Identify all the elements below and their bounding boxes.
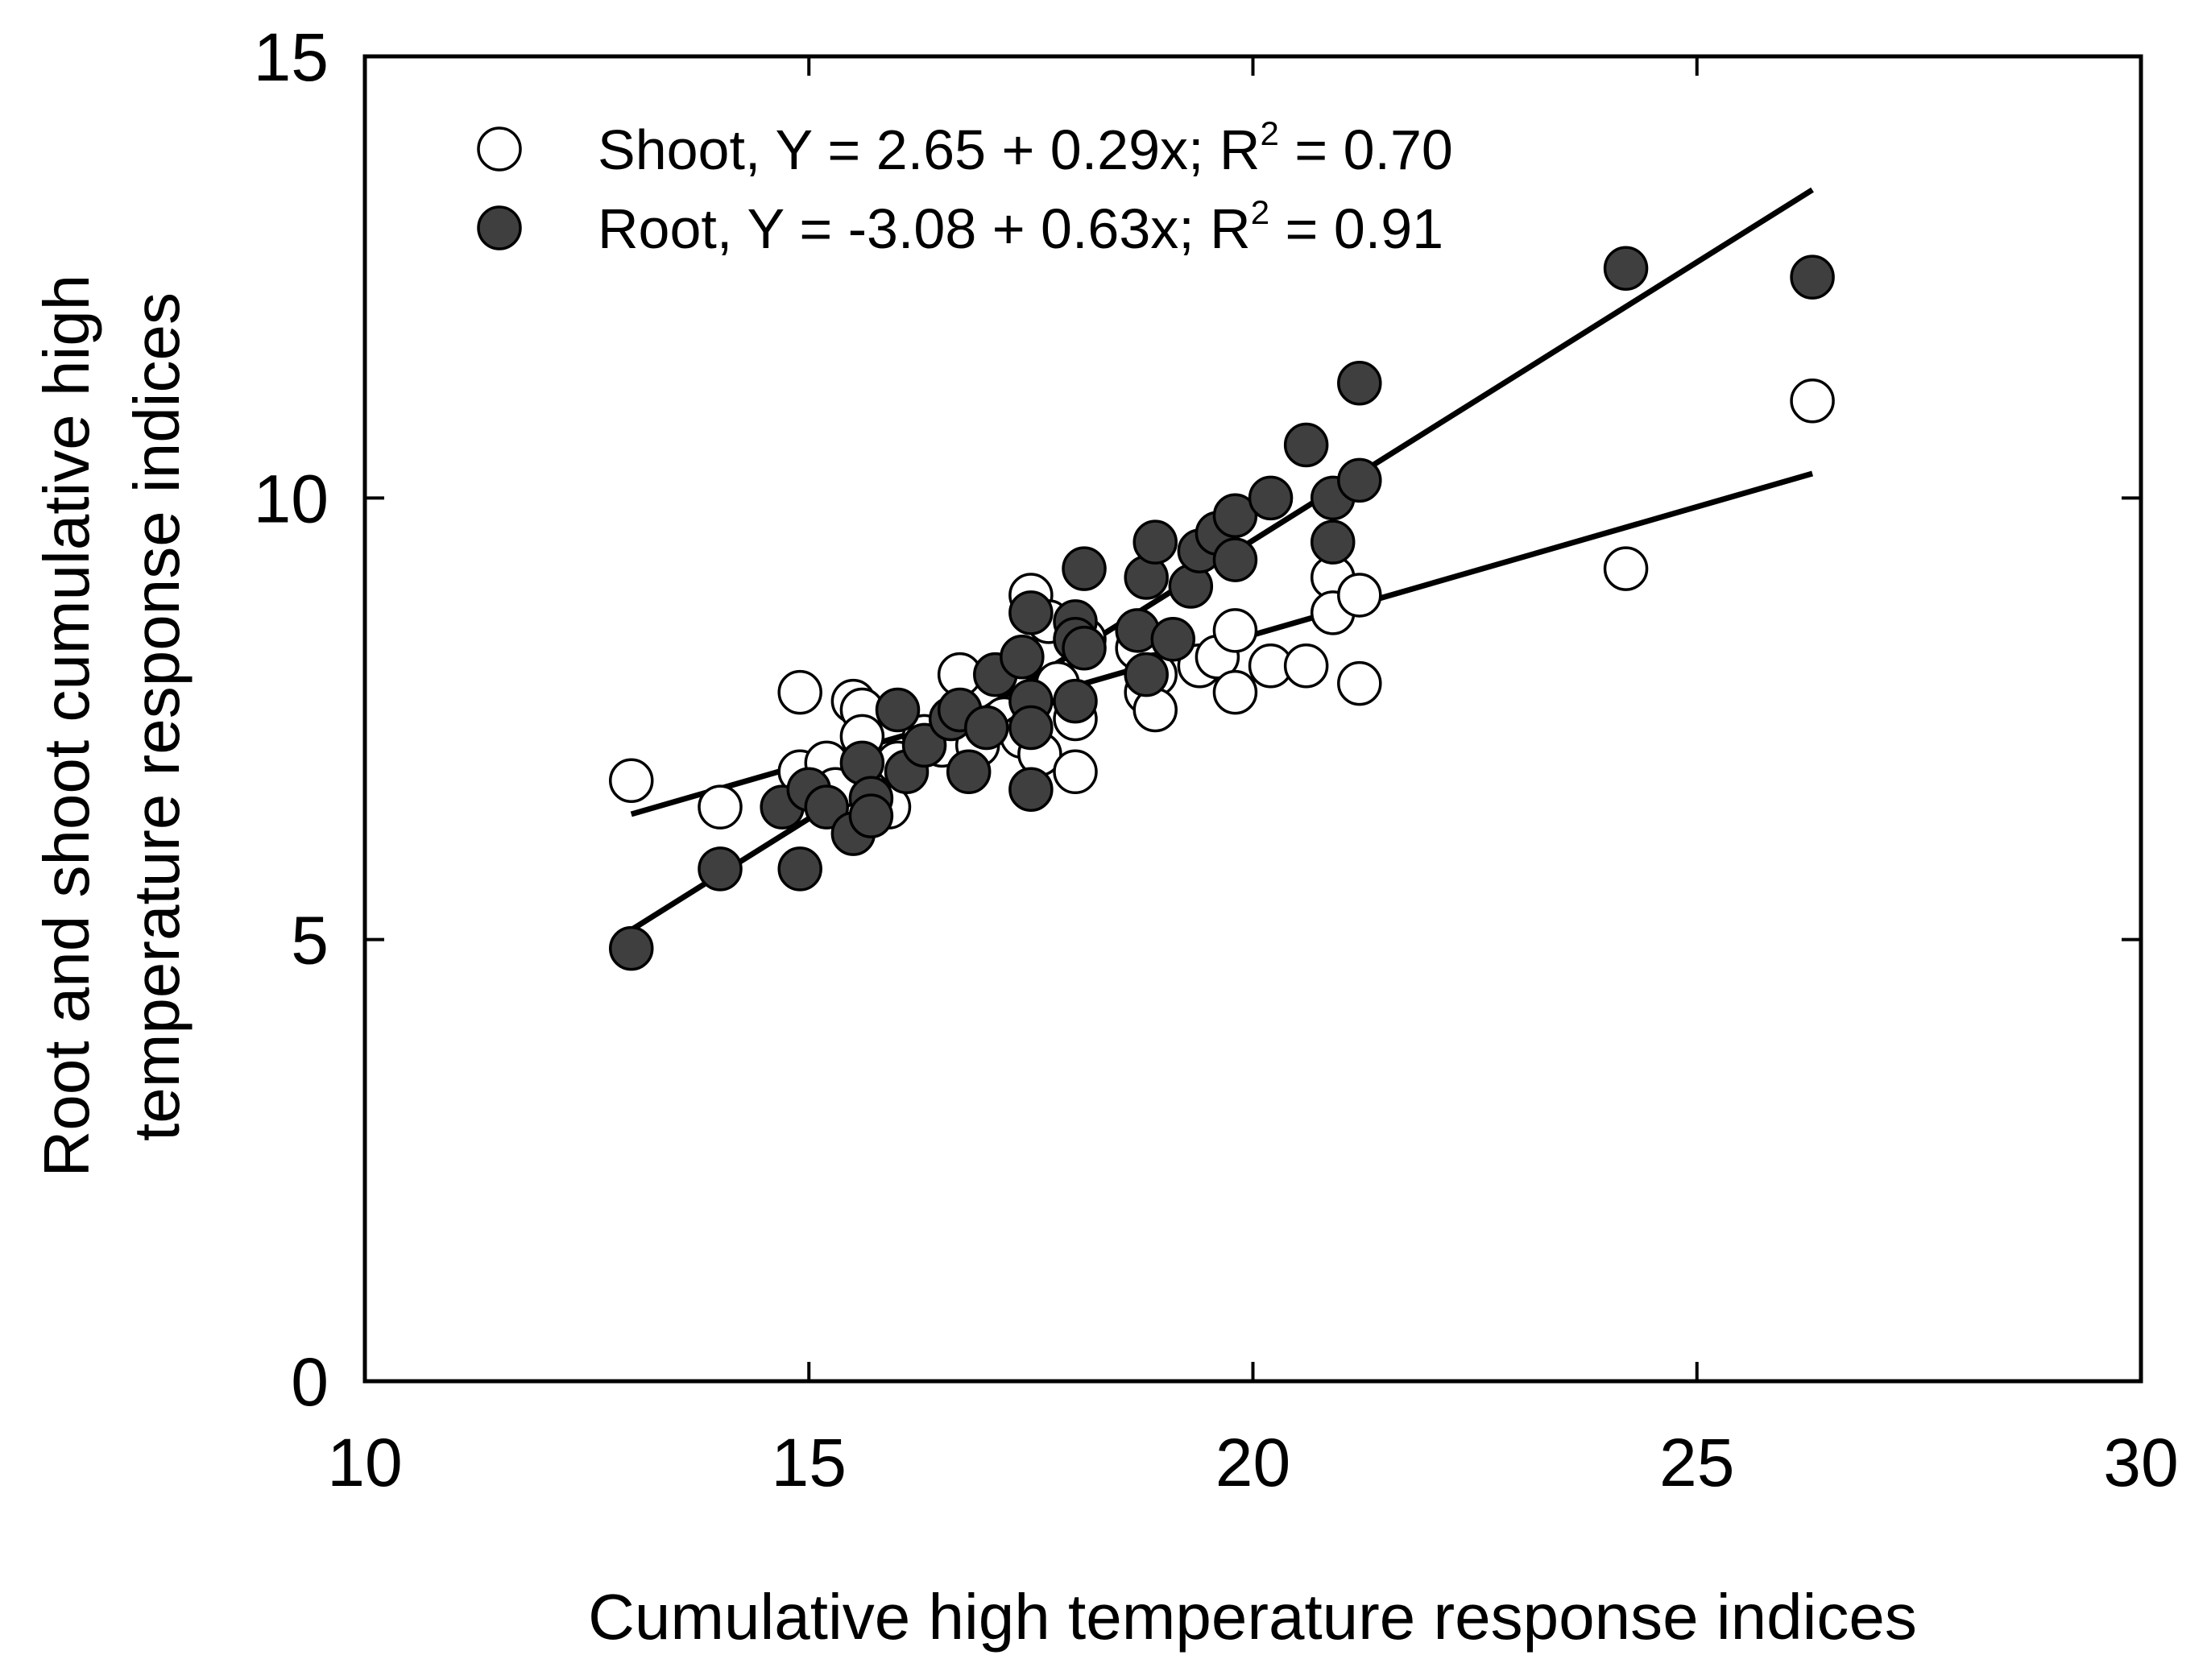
shoot-point [777,669,822,715]
data-points [609,246,1835,971]
x-tick-label: 15 [772,1425,847,1500]
x-tick-label: 20 [1215,1425,1290,1500]
shoot-point [609,758,654,804]
root-point [1062,546,1107,591]
shoot-point [1212,608,1258,653]
shoot-point [1790,378,1835,424]
root-point [901,722,947,768]
shoot-point [1212,669,1258,715]
shoot-legend-label: Shoot, Y = 2.65 + 0.29x; R2 = 0.70 [598,114,1453,181]
root-point [1283,422,1329,468]
y-axis-title-line-2: temperature response indices [121,292,193,1141]
legend: Shoot, Y = 2.65 + 0.29x; R2 = 0.70Root, … [477,114,1453,260]
root-point [1212,493,1258,539]
root-point [1337,457,1382,503]
x-axis-title: Cumulative high temperature response ind… [588,1581,1917,1653]
root-point [1248,475,1294,521]
shoot-point [1603,546,1649,591]
root-point [1212,537,1258,582]
shoot-series [609,378,1835,830]
x-tick-label: 10 [327,1425,402,1500]
root-series [609,246,1835,971]
root-point [1008,705,1054,751]
root-point [1132,519,1178,565]
root-point [1008,590,1054,635]
legend-r2-value: = 0.70 [1279,118,1453,181]
root-point [609,925,654,971]
root-point [698,846,743,892]
root-point [1008,767,1054,812]
root-point [1150,617,1196,662]
legend-equation: Root, Y = -3.08 + 0.63x; R [598,197,1251,260]
shoot-point [1053,749,1098,795]
root-point [946,749,992,795]
legend-equation: Shoot, Y = 2.65 + 0.29x; R [598,118,1260,181]
legend-superscript: 2 [1260,114,1278,152]
shoot-point [698,784,743,830]
x-tick-label: 30 [2103,1425,2178,1500]
shoot-point [1283,643,1329,689]
y-tick-label: 0 [291,1344,329,1420]
y-axis-title-line-1: Root and shoot cumulative high [31,275,102,1177]
y-tick-label: 5 [291,903,329,979]
y-tick-label: 15 [254,19,329,95]
root-legend-marker [477,205,522,250]
root-point [1062,626,1107,671]
root-point [875,687,921,733]
root-point [1790,254,1835,300]
shoot-legend-marker [477,126,522,172]
y-axis-title: Root and shoot cumulative high temperatu… [31,257,193,1177]
root-point [964,705,1009,751]
root-point [777,846,822,892]
root-point [1337,361,1382,406]
root-point [1603,246,1649,291]
shoot-point [1337,660,1382,706]
root-point [1124,652,1169,697]
root-point [1310,519,1356,565]
y-tick-label: 10 [254,461,329,536]
legend-superscript: 2 [1251,193,1269,231]
legend-r2-value: = 0.91 [1269,197,1443,260]
axis-ticks: 10 15 20 25 30 0 5 10 15 [254,19,2179,1500]
shoot-point [1337,573,1382,618]
root-point [804,784,850,830]
root-point [848,793,894,838]
root-point [1053,678,1098,724]
x-tick-label: 25 [1659,1425,1734,1500]
root-point [1000,634,1045,680]
root-legend-label: Root, Y = -3.08 + 0.63x; R2 = 0.91 [598,193,1443,260]
